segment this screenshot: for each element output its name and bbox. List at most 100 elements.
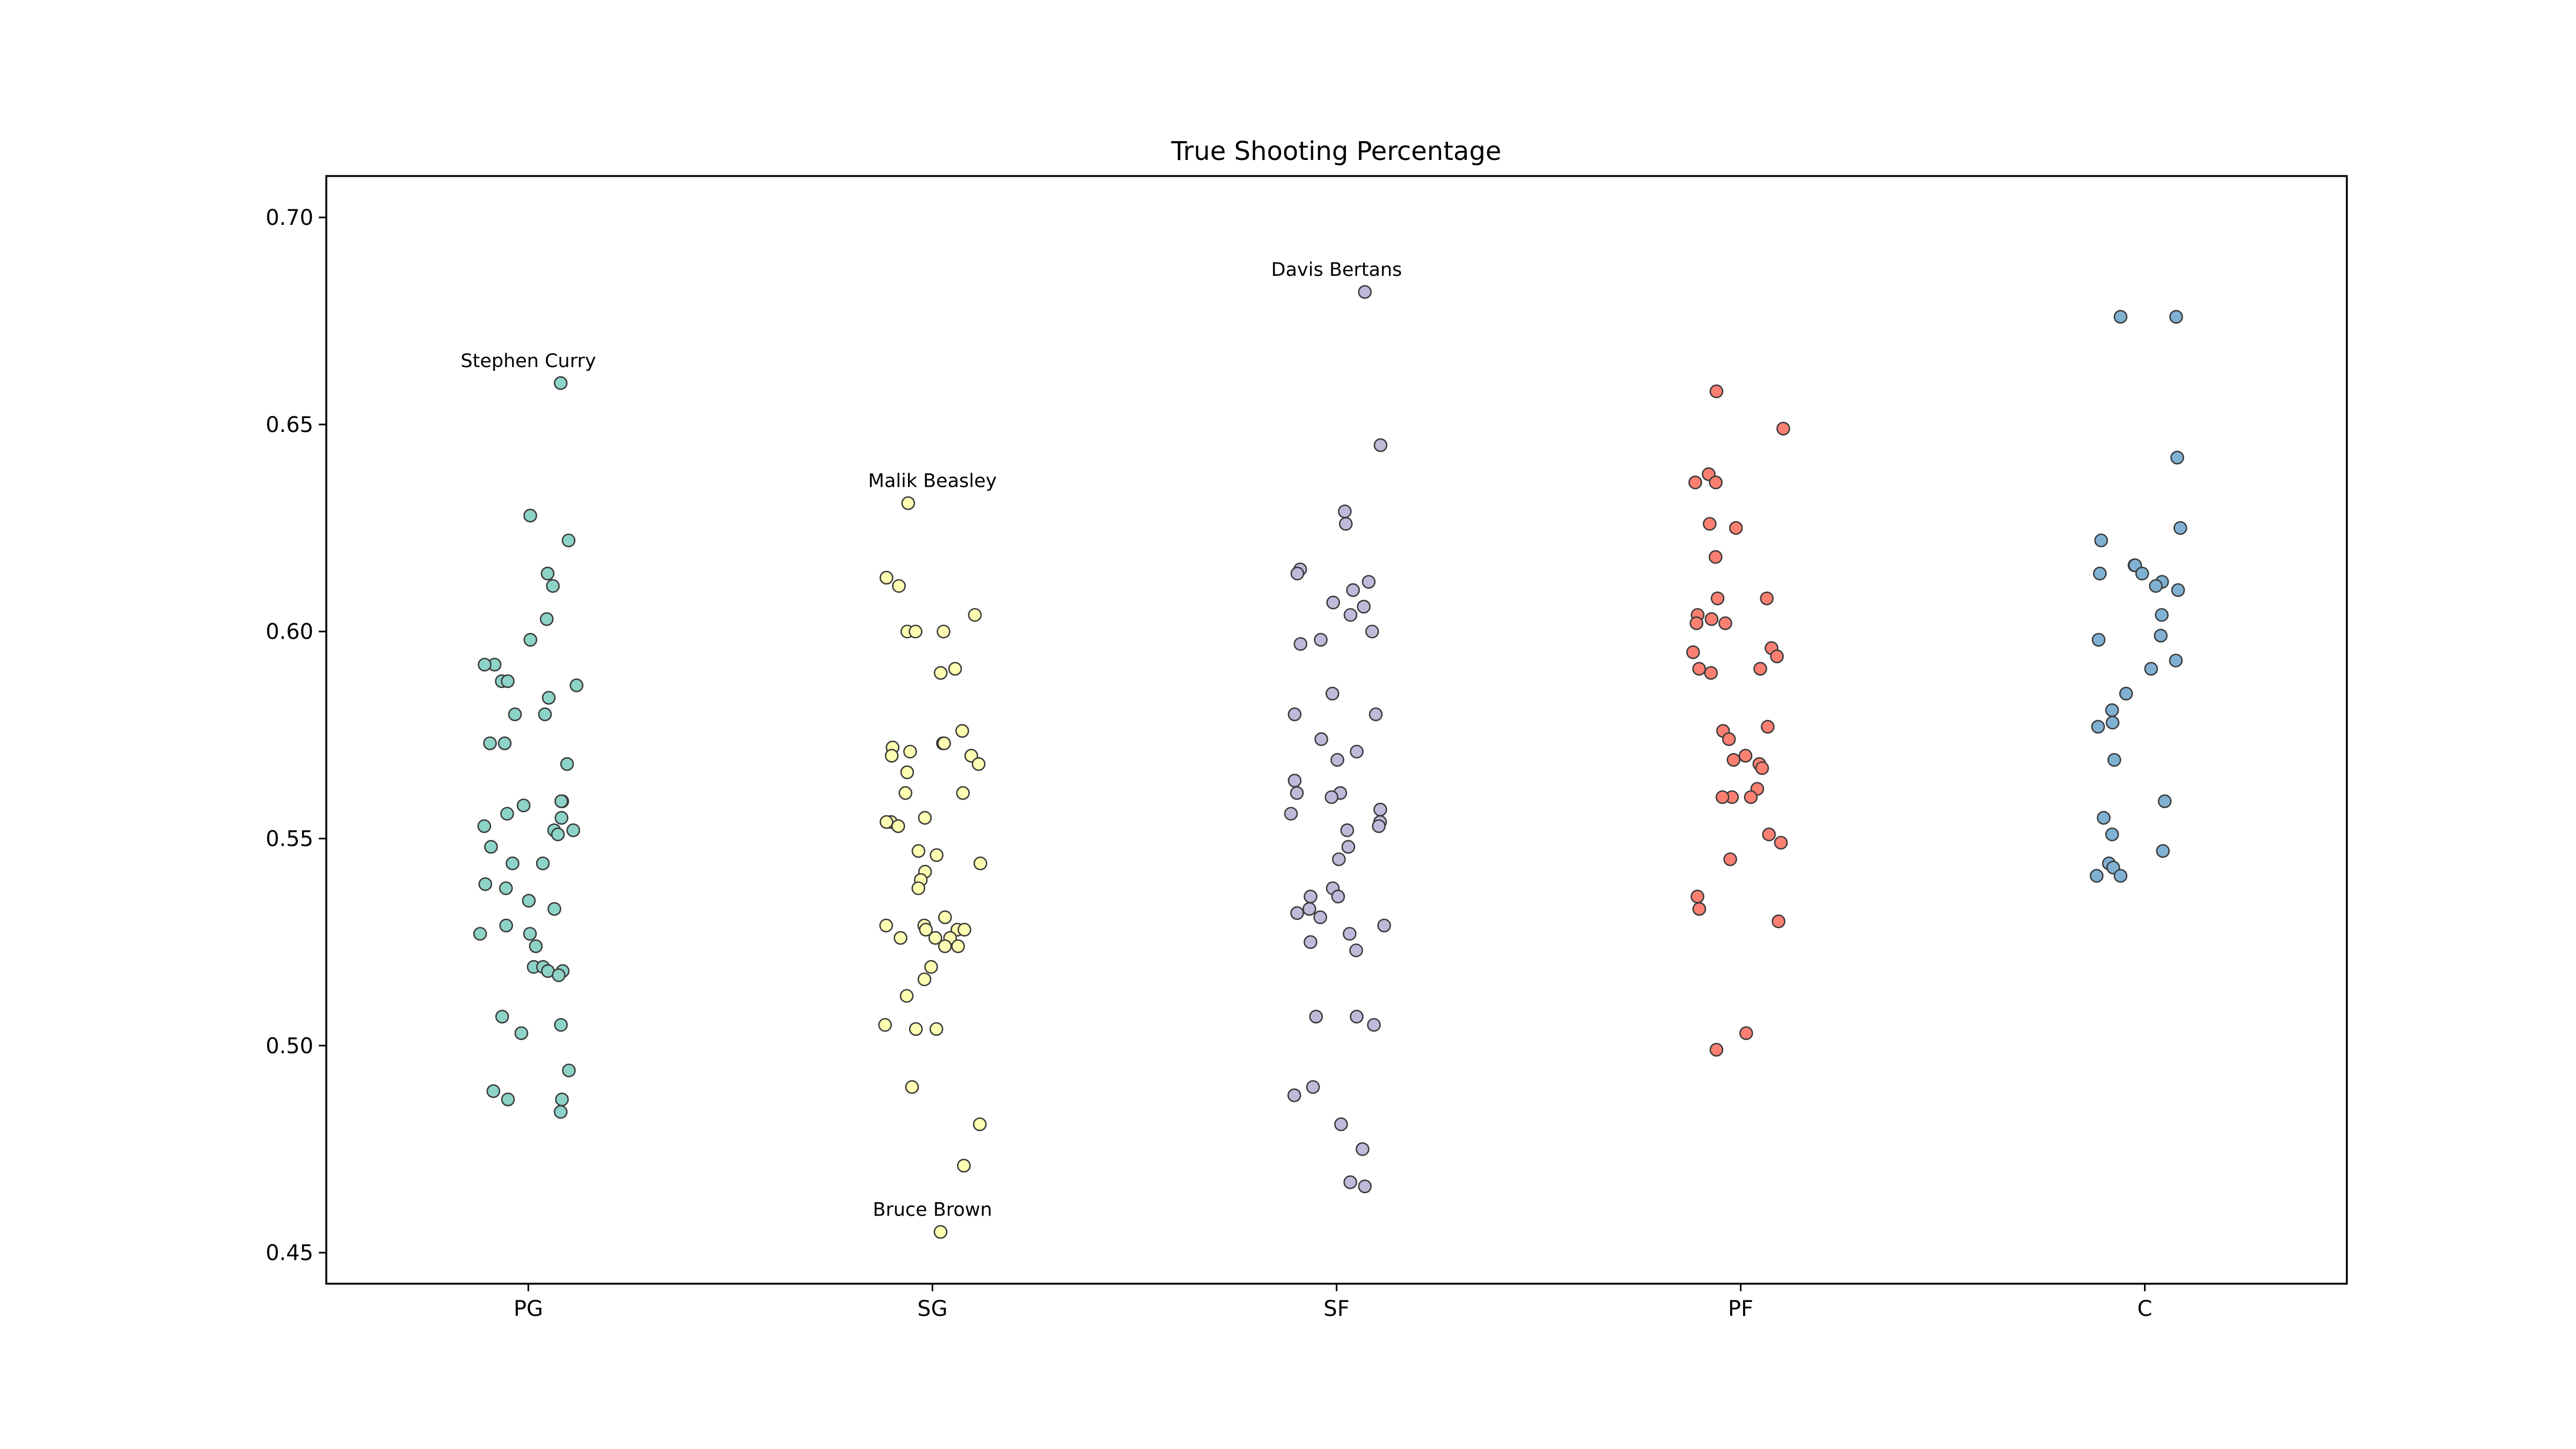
data-point-sf [1313,910,1327,924]
data-point-sf [1331,852,1346,866]
data-point-sf [1358,1179,1372,1194]
data-point-c [2135,566,2149,581]
data-point-pg [554,794,568,808]
data-point-sg [957,923,971,937]
data-point-c [2171,583,2185,597]
data-point-sf [1338,517,1353,531]
data-point-pf [1738,749,1753,763]
player-annotation: Stephen Curry [460,350,596,372]
x-tick-label: SG [917,1297,947,1321]
data-point-pg [561,533,576,547]
data-point-c [2144,662,2158,676]
data-point-sg [968,608,982,622]
data-point-pf [1739,1026,1753,1040]
data-point-c [2157,794,2172,808]
data-point-sf [1368,707,1383,721]
data-point-pf [1726,753,1741,767]
data-point-c [2119,686,2133,701]
data-point-c [2169,310,2183,324]
data-point-pg [566,823,581,837]
data-point-pg [555,1092,569,1107]
data-point-sg [911,844,926,858]
data-point-sf [1350,1009,1364,1024]
data-point-pg [501,674,515,689]
data-point-sf [1326,595,1341,610]
data-point-sg [948,662,962,676]
data-point-sg [928,931,942,945]
data-point-c [2090,869,2104,883]
x-tick-label: SF [1323,1297,1349,1321]
data-point-c [2169,653,2183,668]
data-point-sf [1302,902,1316,916]
data-point-sf [1287,773,1302,788]
data-point-sf [1343,1175,1357,1189]
data-point-sf [1314,732,1328,747]
data-point-sf [1287,707,1302,721]
data-point-sg [898,786,912,800]
data-point-pf [1760,591,1774,605]
data-point-pg [529,939,543,953]
data-point-sg [917,972,932,986]
data-point-c [2107,753,2121,767]
data-point-c [2091,720,2105,734]
data-point-sg [938,939,952,953]
data-point-pg [547,902,561,916]
data-point-sg [924,960,938,974]
data-point-pf [1774,836,1788,850]
data-point-pg [539,612,554,626]
data-point-c [2154,628,2168,643]
data-point-pg [501,1092,515,1107]
data-point-pg [473,927,487,941]
data-point-pg [486,1084,501,1099]
data-point-c [2149,579,2163,593]
data-point-sg [951,939,965,953]
data-point-c [2091,633,2106,647]
data-point-sg [900,765,914,779]
player-annotation: Davis Bertans [1271,259,1402,281]
data-point-pf [1686,645,1700,660]
data-point-pg [478,877,493,891]
data-point-pf [1709,384,1724,399]
data-point-sf [1334,1117,1348,1131]
data-point-pf [1708,550,1723,564]
data-point-pg [522,894,536,908]
data-point-c [2092,566,2107,581]
data-point-sg [911,881,926,895]
data-point-c [2094,533,2108,547]
data-point-sg [909,624,923,639]
data-point-pf [1755,761,1769,775]
data-point-pf [1710,591,1725,605]
y-tick-label: 0.60 [266,620,313,645]
data-point-pf [1772,914,1785,928]
player-annotation: Malik Beasley [868,471,997,492]
y-tick-label: 0.45 [266,1241,313,1265]
data-point-pg [523,633,538,647]
data-point-sf [1290,566,1305,581]
data-points [473,285,2187,1239]
data-point-pg [514,1026,529,1040]
chart-title: True Shooting Percentage [1170,136,1501,166]
data-point-sf [1314,633,1328,647]
data-point-sf [1367,1018,1381,1032]
data-point-sf [1290,906,1304,920]
data-point-sg [937,736,951,750]
data-point-pg [553,1104,568,1119]
player-annotation: Bruce Brown [873,1199,992,1221]
data-point-sf [1365,624,1379,639]
data-point-c [2113,869,2128,883]
data-point-sg [930,848,944,862]
data-point-pf [1704,666,1718,680]
y-tick-label: 0.70 [266,206,313,230]
data-point-pf [1762,828,1776,841]
data-point-sg [901,496,916,510]
data-point-sg [903,744,917,759]
data-point-pg [562,1063,576,1078]
data-point-sg [936,624,950,639]
data-point-sf [1343,608,1358,622]
data-point-pf [1770,649,1784,663]
data-point-sg [972,1117,987,1131]
data-point-pf [1718,616,1732,631]
data-point-pf [1722,732,1736,747]
data-point-sf [1346,583,1360,597]
